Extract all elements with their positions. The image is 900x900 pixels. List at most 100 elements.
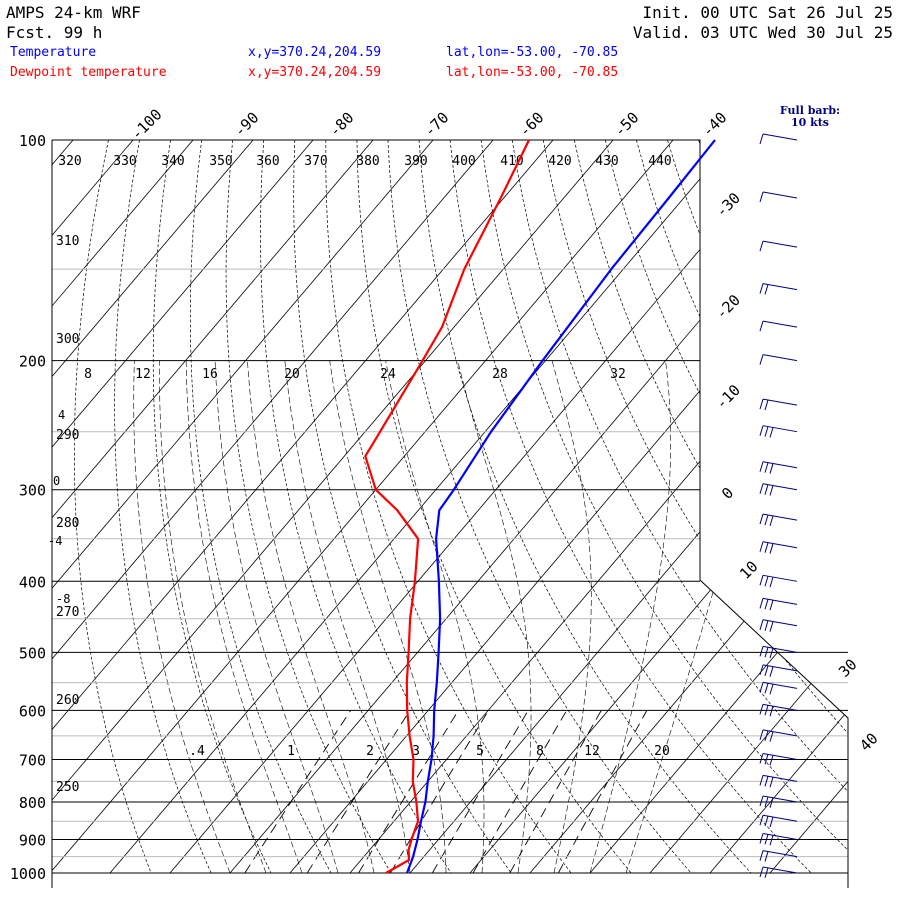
moist-adiabat — [185, 360, 303, 874]
theta-label-left: 260 — [56, 693, 79, 708]
wind-barb-staff — [762, 574, 798, 582]
wind-barb-flag — [759, 320, 764, 332]
pressure-tick-label: 900 — [19, 831, 46, 849]
left-isotherm-label: 4 — [58, 408, 65, 422]
isotherm-line — [52, 140, 434, 874]
wind-barb-flag — [769, 706, 774, 717]
wind-barb-flag — [759, 191, 764, 203]
wind-barb-staff — [762, 240, 798, 248]
mixing-ratio-line — [431, 710, 529, 874]
wind-barb-staff — [762, 320, 798, 328]
isotherm-line — [52, 140, 254, 874]
wind-barbs — [759, 133, 798, 879]
wind-barb — [759, 619, 798, 632]
moist-adiabat — [214, 360, 339, 874]
wind-barb-staff — [762, 483, 798, 491]
wind-barb-staff — [762, 729, 798, 737]
theta-label-top: 340 — [161, 154, 184, 169]
dry-adiabat — [667, 140, 848, 874]
wind-barb-flag — [769, 835, 774, 846]
isotherm-label-top: -70 — [421, 109, 453, 141]
dry-adiabat — [114, 140, 212, 874]
wind-barb-flag — [759, 729, 764, 741]
wind-barb-flag — [769, 731, 774, 742]
theta-label-top: 420 — [548, 154, 571, 169]
wind-barb-flag — [764, 484, 769, 495]
wind-barb-flag — [769, 666, 774, 677]
wind-barb-flag — [759, 866, 764, 878]
isotherm-label-top: -40 — [699, 109, 731, 141]
wind-barb — [759, 850, 798, 862]
dry-adiabat — [152, 140, 272, 874]
wind-barb — [759, 320, 798, 332]
isotherm-line — [229, 140, 848, 874]
wind-barb-flag — [764, 683, 769, 694]
wind-barb-staff — [762, 191, 798, 199]
wind-barb — [759, 461, 798, 474]
wind-barb — [759, 513, 798, 527]
wind-barb-flag — [759, 133, 764, 145]
pressure-tick-label: 700 — [19, 751, 46, 769]
pressure-tick-label: 100 — [19, 132, 46, 150]
wind-barb-flag — [759, 775, 764, 786]
mixing-ratio-label: 28 — [492, 367, 508, 382]
theta-label-top: 370 — [304, 154, 327, 169]
wind-barb — [759, 191, 798, 203]
mixing-ratio-label: 2 — [366, 744, 374, 759]
moist-adiabat — [625, 360, 769, 874]
theta-label-left: 290 — [56, 428, 79, 443]
wind-barb-flag — [759, 513, 764, 525]
wind-barb — [759, 866, 798, 879]
wind-barb-flag — [759, 461, 764, 472]
wind-barb-flag — [764, 754, 769, 765]
wind-barb-flag — [769, 755, 774, 766]
wind-barb-staff — [762, 681, 798, 689]
wind-barb-flag — [764, 599, 769, 610]
legend-temperature-latlon: lat,lon=-53.00, -70.85 — [446, 45, 618, 60]
wind-barb-flag — [764, 730, 769, 741]
isotherm-label-top: -60 — [516, 109, 548, 141]
wind-barb-flag — [769, 816, 774, 828]
dry-adiabat — [542, 140, 848, 874]
wind-barb-staff — [762, 814, 798, 822]
wind-barb-flag — [759, 664, 764, 676]
wind-barb-flag — [764, 834, 769, 845]
wind-barb-staff — [762, 752, 798, 760]
moist-adiabat — [385, 360, 485, 874]
wind-barb-flag — [759, 753, 764, 764]
theta-label-left: 280 — [56, 516, 79, 531]
moist-adiabat — [284, 360, 411, 874]
isotherm-label-top: -80 — [326, 109, 358, 141]
dewpoint-profile — [364, 139, 530, 874]
wind-barb-staff — [762, 541, 798, 549]
wind-barb-staff — [762, 513, 798, 521]
theta-label-top: 320 — [58, 154, 81, 169]
wind-barb — [759, 681, 798, 695]
dry-adiabat — [760, 140, 848, 874]
isotherm-line — [649, 140, 848, 874]
isotherm-line — [109, 140, 734, 874]
pressure-tick-label: 200 — [19, 353, 46, 371]
theta-label-top: 330 — [113, 154, 136, 169]
dry-adiabat — [449, 140, 812, 874]
wind-barb-flag — [769, 543, 774, 554]
isotherm-label-right: -20 — [712, 291, 744, 323]
mixing-ratio-label: 12 — [135, 367, 151, 382]
wind-barb-staff — [762, 597, 798, 605]
mixing-ratio-label: 1 — [287, 744, 295, 759]
wind-barb-staff — [762, 354, 798, 362]
wind-barb-flag — [764, 776, 769, 787]
isotherm-line — [52, 140, 614, 874]
theta-label-left: 300 — [56, 332, 79, 347]
theta-label-top: 350 — [209, 154, 232, 169]
dry-adiabat — [225, 140, 392, 874]
mixing-ratio-label: 20 — [284, 367, 300, 382]
dry-adiabat — [325, 140, 572, 874]
wind-barb — [759, 574, 798, 588]
wind-barb-flag — [764, 665, 769, 676]
wind-barb-flag — [764, 867, 769, 879]
wind-barb — [759, 541, 798, 554]
dry-adiabat — [729, 140, 848, 874]
wind-barb-flag — [769, 427, 774, 438]
moist-adiabat — [551, 360, 592, 874]
